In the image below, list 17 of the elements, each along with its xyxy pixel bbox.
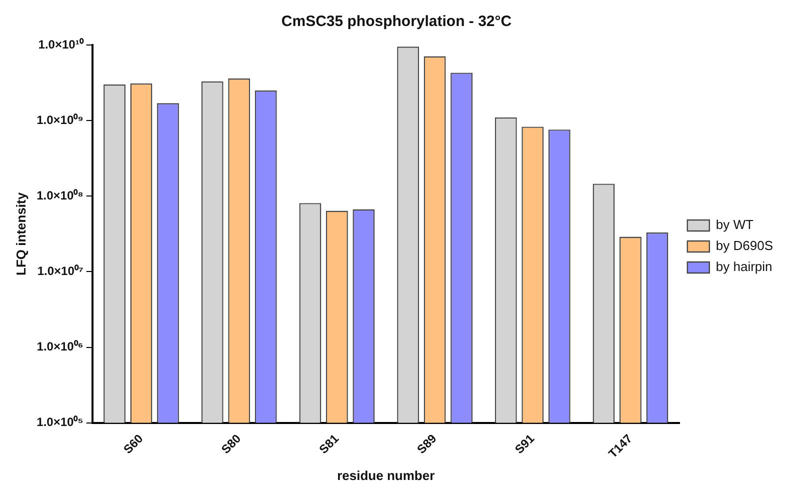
- y-tick-label: 1.0×10¹⁰: [38, 37, 84, 52]
- x-tick-label: S60: [120, 431, 146, 457]
- y-axis-title: LFQ intensity: [13, 192, 28, 276]
- x-tick-label: S80: [218, 431, 244, 457]
- y-tick-label: 1.0×10⁰⁸: [36, 188, 84, 202]
- y-tick-label: 1.0×10⁰⁶: [36, 340, 84, 354]
- y-tick-label: 1.0×10⁰⁵: [36, 415, 84, 430]
- legend-label: by WT: [716, 217, 754, 232]
- chart-title: CmSC35 phosphorylation - 32°C: [281, 13, 512, 30]
- legend-label: by D690S: [716, 238, 774, 254]
- legend-label: by hairpin: [716, 259, 772, 274]
- x-tick-label: S89: [414, 431, 440, 457]
- y-tick-label: 1.0×10⁰⁹: [36, 112, 84, 127]
- x-tick-label: S91: [512, 431, 538, 457]
- x-axis-title: residue number: [337, 468, 435, 483]
- y-tick-label: 1.0×10⁰⁷: [37, 264, 84, 278]
- x-tick-label: S81: [316, 431, 342, 457]
